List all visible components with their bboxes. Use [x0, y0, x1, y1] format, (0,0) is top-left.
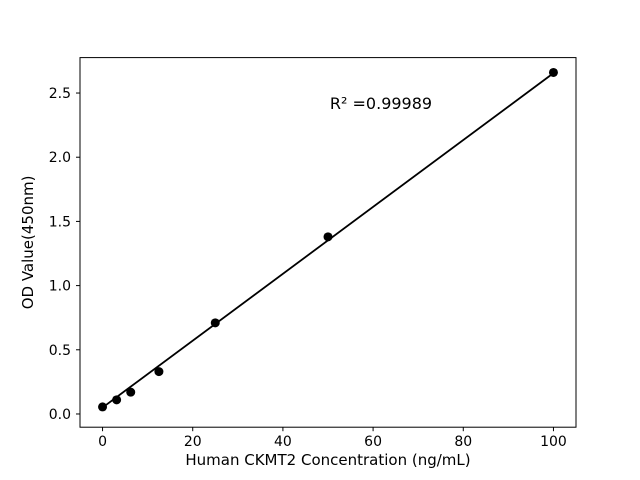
y-tick-label: 0.5: [49, 343, 71, 359]
x-axis-label: Human CKMT2 Concentration (ng/mL): [185, 451, 470, 469]
data-point: [210, 318, 220, 328]
x-tick-label: 60: [364, 434, 382, 450]
y-tick-label: 1.0: [49, 279, 71, 295]
data-point: [154, 367, 164, 377]
series-layer: [98, 67, 558, 412]
data-point: [98, 402, 108, 412]
y-tick-label: 1.5: [49, 214, 71, 230]
data-point: [126, 387, 136, 397]
plot-frame: [79, 57, 577, 428]
y-tick-label: 2.5: [49, 86, 71, 102]
data-point: [112, 395, 122, 405]
y-axis-label: OD Value(450nm): [19, 176, 37, 310]
r-squared-annotation: R² =0.99989: [330, 94, 432, 113]
x-tick-label: 100: [540, 434, 567, 450]
x-tick-label: 20: [184, 434, 202, 450]
x-axis-ticks: 0 20 40 60 80 100: [98, 427, 567, 450]
y-tick-label: 2.0: [49, 150, 71, 166]
data-point: [323, 232, 333, 242]
y-tick-label: 0.0: [49, 407, 71, 423]
data-point: [548, 67, 558, 77]
x-tick-label: 40: [274, 434, 292, 450]
x-tick-label: 0: [98, 434, 107, 450]
y-axis-ticks: 0.0 0.5 1.0 1.5 2.0 2.5: [49, 86, 80, 423]
x-tick-label: 80: [454, 434, 472, 450]
